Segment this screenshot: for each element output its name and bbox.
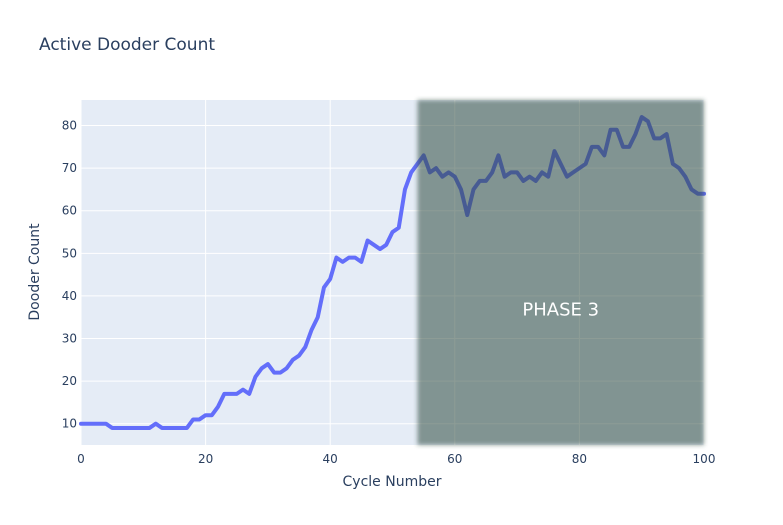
y-tick-label: 70 bbox=[62, 161, 77, 175]
phase-highlight: PHASE 3 bbox=[417, 100, 704, 445]
y-axis-title: Dooder Count bbox=[27, 223, 43, 321]
chart-title: Active Dooder Count bbox=[39, 35, 215, 55]
x-tick-label: 80 bbox=[572, 452, 587, 466]
x-tick-label: 100 bbox=[693, 452, 716, 466]
y-tick-label: 10 bbox=[62, 417, 77, 431]
x-tick-label: 20 bbox=[198, 452, 213, 466]
y-tick-label: 40 bbox=[62, 289, 77, 303]
phase-label: PHASE 3 bbox=[522, 300, 599, 321]
y-tick-label: 80 bbox=[62, 119, 77, 133]
tick-labels: 0 20 40 60 80 100 10 20 30 40 50 60 70 80 bbox=[62, 119, 716, 466]
y-tick-label: 20 bbox=[62, 374, 77, 388]
y-tick-label: 60 bbox=[62, 204, 77, 218]
x-tick-label: 40 bbox=[323, 452, 338, 466]
x-tick-label: 60 bbox=[447, 452, 462, 466]
y-tick-label: 30 bbox=[62, 332, 77, 346]
y-tick-label: 50 bbox=[62, 246, 77, 260]
x-tick-label: 0 bbox=[77, 452, 85, 466]
x-axis-title: Cycle Number bbox=[343, 474, 442, 490]
phase-highlight-region bbox=[417, 100, 704, 445]
